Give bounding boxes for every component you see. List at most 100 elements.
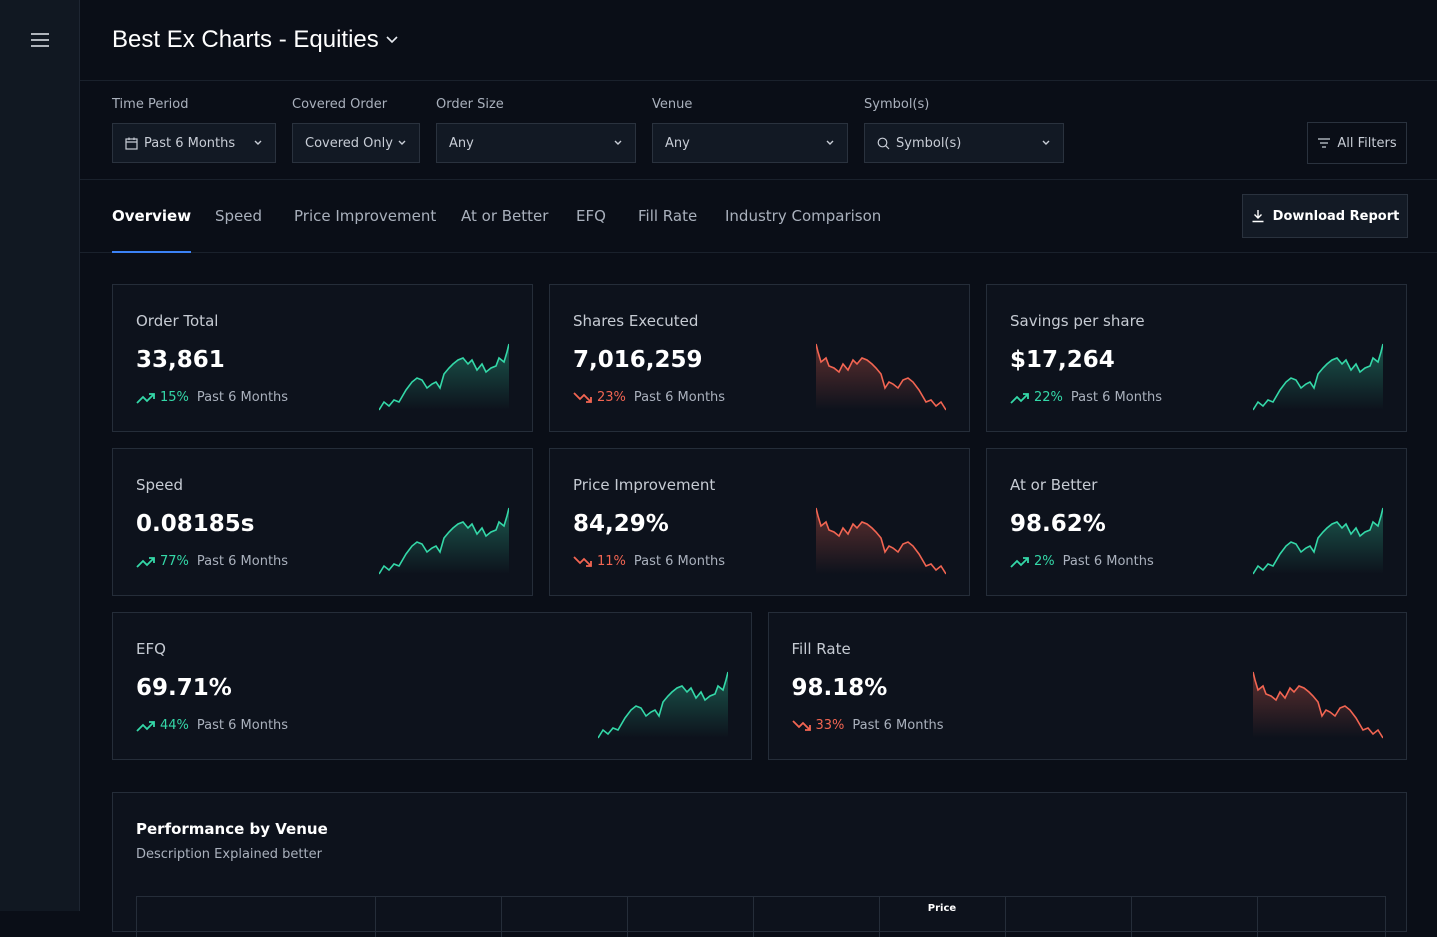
filter-label: Covered Order xyxy=(292,97,388,112)
change-period: Past 6 Months xyxy=(1062,554,1154,569)
filter-value: Covered Only xyxy=(305,135,393,151)
all-filters-button[interactable]: All Filters xyxy=(1307,122,1407,164)
kpi-card[interactable]: Shares Executed 7,016,259 23% Past 6 Months xyxy=(549,284,970,432)
filter-bar: All Filters Time Period Past 6 Months Cove… xyxy=(80,81,1437,180)
panel-title: Performance by Venue xyxy=(136,820,328,838)
filter-label: Order Size xyxy=(436,97,504,112)
performance-panel: Performance by Venue Description Explain… xyxy=(112,792,1407,937)
kpi-change: 23% Past 6 Months xyxy=(573,390,725,405)
kpi-title: Order Total xyxy=(136,312,219,330)
kpi-value: 69.71% xyxy=(136,675,232,701)
change-value: 2% xyxy=(1034,554,1055,569)
download-button[interactable]: Download Report xyxy=(1242,194,1408,238)
filter-select[interactable]: Symbol(s) xyxy=(864,123,1064,163)
tab[interactable]: Speed xyxy=(215,207,263,225)
change-period: Past 6 Months xyxy=(196,390,289,405)
filter-value: Any xyxy=(449,135,474,151)
venue-table: Price xyxy=(136,896,1386,937)
tab-bar: Download Report Overview Speed Price Impro… xyxy=(80,180,1437,253)
change-value: 33% xyxy=(815,718,845,733)
kpi-value: 7,016,259 xyxy=(573,347,703,373)
kpi-card[interactable]: Price Improvement 84,29% 11% Past 6 Months xyxy=(549,448,970,596)
sparkline xyxy=(597,671,728,739)
change-wrap: 15% xyxy=(136,390,189,405)
col-divider xyxy=(501,897,502,937)
change-period: Past 6 Months xyxy=(1070,390,1163,405)
kpi-title: Fill Rate xyxy=(791,640,851,658)
trend-icon xyxy=(573,555,592,567)
kpi-change: 2% Past 6 Months xyxy=(1010,554,1154,569)
filter: Order Size Any xyxy=(436,97,636,163)
filter-select[interactable]: Any xyxy=(436,123,636,163)
filter-select[interactable]: Covered Only xyxy=(292,123,420,163)
kpi-title: Shares Executed xyxy=(573,312,699,330)
filter-value: Symbol(s) xyxy=(896,135,962,151)
tab[interactable]: Overview xyxy=(112,207,192,253)
kpi-change: 44% Past 6 Months xyxy=(136,718,288,733)
change-value: 15% xyxy=(160,390,189,405)
change-wrap: 33% xyxy=(791,718,845,733)
kpi-title: EFQ xyxy=(136,640,166,658)
kpi-change: 22% Past 6 Months xyxy=(1010,390,1162,405)
sidebar xyxy=(0,0,80,911)
filter-value-wrap: Symbol(s) xyxy=(877,136,961,151)
col-divider xyxy=(753,897,754,937)
calendar-icon xyxy=(125,137,138,150)
header: Best Ex Charts - Equities xyxy=(80,0,1437,81)
trend-icon xyxy=(791,719,811,731)
filter: Time Period Past 6 Months xyxy=(112,97,276,163)
trend-icon xyxy=(1010,392,1029,404)
search-icon xyxy=(877,137,890,149)
download-label: Download Report xyxy=(1272,208,1400,224)
trend-icon xyxy=(1010,556,1029,568)
menu-icon[interactable] xyxy=(30,32,50,48)
sparkline xyxy=(816,343,946,411)
kpi-card[interactable]: Speed 0.08185s 77% Past 6 Months xyxy=(112,448,533,596)
change-period: Past 6 Months xyxy=(196,718,289,733)
filter: Symbol(s) Symbol(s) xyxy=(864,97,1064,163)
kpi-card[interactable]: Savings per share $17,264 22% Past 6 Months xyxy=(986,284,1407,432)
sparkline xyxy=(1253,671,1383,739)
kpi-value: 98.18% xyxy=(791,675,888,701)
panel-description: Description Explained better xyxy=(136,847,322,862)
tab[interactable]: At or Better xyxy=(461,207,549,225)
kpi-card[interactable]: EFQ 69.71% 44% Past 6 Months xyxy=(112,612,752,760)
tab[interactable]: Industry Comparison xyxy=(725,207,882,225)
tab[interactable]: Price Improvement xyxy=(294,207,437,225)
kpi-title: Price Improvement xyxy=(573,476,716,494)
col-divider xyxy=(1005,897,1006,937)
kpi-value: 84,29% xyxy=(573,511,669,537)
sparkline xyxy=(1253,343,1383,411)
kpi-card[interactable]: Order Total 33,861 15% Past 6 Months xyxy=(112,284,533,432)
title-caret[interactable] xyxy=(385,35,399,45)
change-wrap: 11% xyxy=(573,554,626,569)
kpi-grid: Order Total 33,861 15% Past 6 Months Shares … xyxy=(112,284,1407,760)
trend-icon xyxy=(136,556,155,568)
change-value: 22% xyxy=(1034,390,1063,405)
main: Best Ex Charts - Equities All Filters Ti… xyxy=(80,0,1437,937)
filter-label: Venue xyxy=(652,97,693,112)
tab[interactable]: EFQ xyxy=(576,207,606,225)
filter-select[interactable]: Past 6 Months xyxy=(112,123,276,163)
filter-label: Symbol(s) xyxy=(864,97,930,112)
filter-value-wrap: Any xyxy=(665,136,690,151)
kpi-value: 0.08185s xyxy=(136,511,255,537)
change-wrap: 22% xyxy=(1010,390,1063,405)
filter: Covered Order Covered Only xyxy=(292,97,420,163)
kpi-change: 33% Past 6 Months xyxy=(791,718,944,733)
change-value: 77% xyxy=(160,554,189,569)
sparkline xyxy=(1253,507,1383,575)
all-filters-label: All Filters xyxy=(1337,135,1397,151)
change-value: 11% xyxy=(597,554,626,569)
tab[interactable]: Fill Rate xyxy=(638,207,698,225)
filter-select[interactable]: Any xyxy=(652,123,848,163)
filter-value-wrap: Past 6 Months xyxy=(125,136,235,151)
kpi-title: Speed xyxy=(136,476,184,494)
kpi-card[interactable]: At or Better 98.62% 2% Past 6 Months xyxy=(986,448,1407,596)
col-divider xyxy=(375,897,376,937)
col-divider xyxy=(1257,897,1258,937)
sparkline xyxy=(379,343,509,411)
trend-icon xyxy=(573,391,592,403)
filter-value-wrap: Any xyxy=(449,136,474,151)
kpi-card[interactable]: Fill Rate 98.18% 33% Past 6 Months xyxy=(767,612,1407,760)
